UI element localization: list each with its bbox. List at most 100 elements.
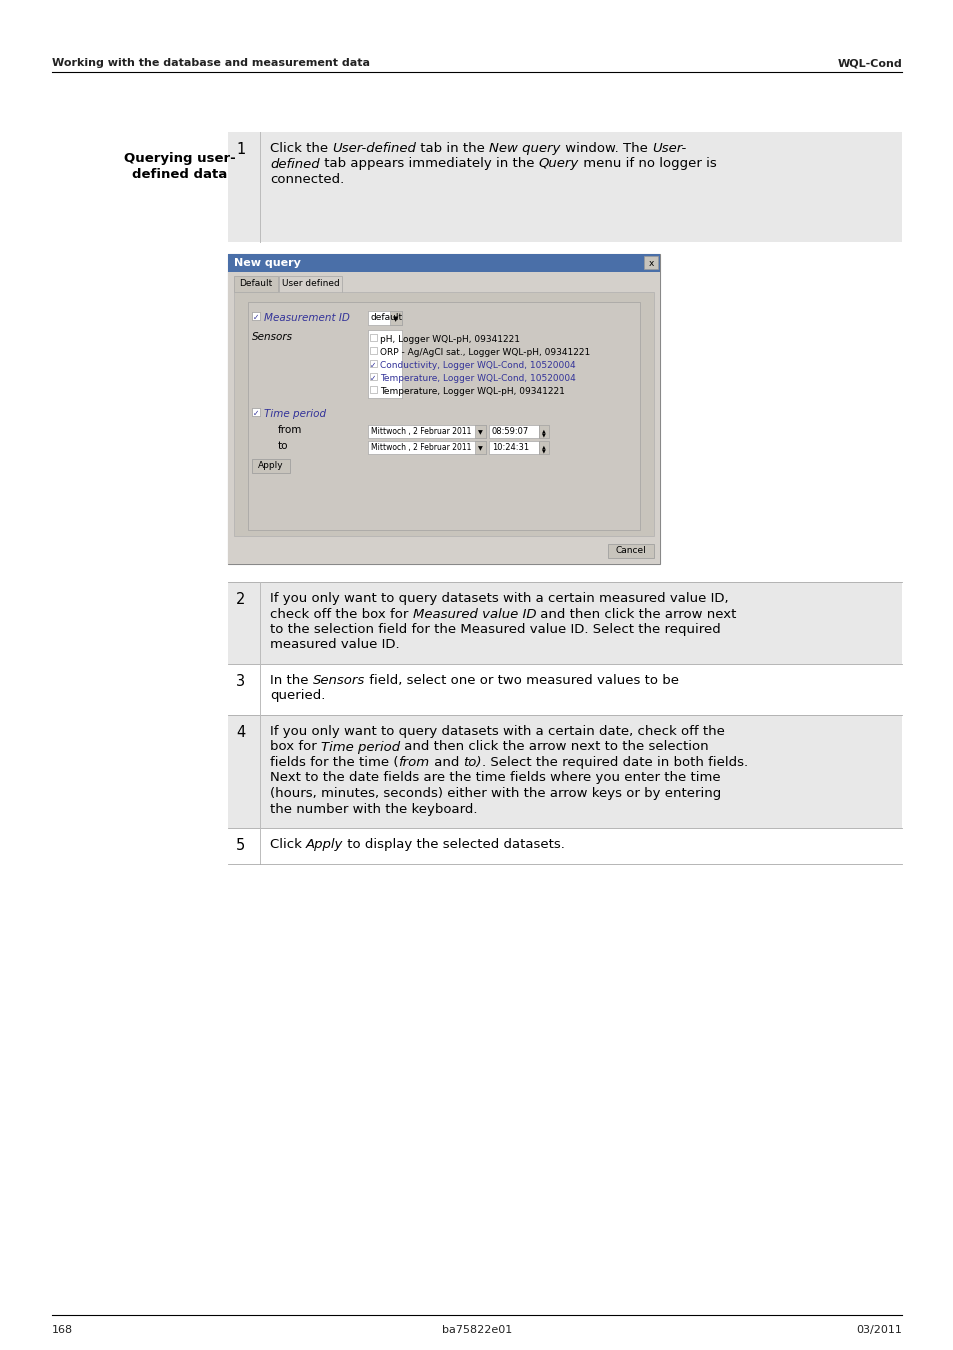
Text: ✓: ✓ (370, 360, 376, 370)
Text: defined: defined (270, 158, 319, 170)
Text: 10:24:31: 10:24:31 (492, 443, 529, 452)
Text: 03/2011: 03/2011 (855, 1324, 901, 1335)
FancyBboxPatch shape (228, 582, 901, 664)
FancyBboxPatch shape (368, 310, 401, 325)
Text: Default: Default (239, 279, 273, 288)
Text: pH, Logger WQL-pH, 09341221: pH, Logger WQL-pH, 09341221 (379, 335, 519, 344)
Text: to display the selected datasets.: to display the selected datasets. (343, 838, 565, 850)
Text: Working with the database and measurement data: Working with the database and measuremen… (52, 58, 370, 68)
Text: ▼: ▼ (477, 446, 482, 451)
FancyBboxPatch shape (248, 302, 639, 531)
FancyBboxPatch shape (370, 347, 376, 354)
Text: tab in the: tab in the (416, 142, 489, 155)
Text: Click the: Click the (270, 142, 332, 155)
Text: (hours, minutes, seconds) either with the arrow keys or by entering: (hours, minutes, seconds) either with th… (270, 787, 720, 801)
Text: User-: User- (651, 142, 685, 155)
FancyBboxPatch shape (252, 459, 290, 472)
Text: ▼: ▼ (393, 316, 398, 323)
FancyBboxPatch shape (228, 254, 659, 271)
Text: Mittwoch , 2 Februar 2011: Mittwoch , 2 Februar 2011 (371, 427, 471, 436)
Text: WQL-Cond: WQL-Cond (837, 58, 901, 68)
Text: Sensors: Sensors (313, 674, 365, 687)
FancyBboxPatch shape (370, 373, 376, 379)
Text: Cancel: Cancel (615, 545, 646, 555)
FancyBboxPatch shape (390, 310, 401, 325)
Text: menu if no logger is: menu if no logger is (578, 158, 716, 170)
Text: and: and (429, 756, 463, 770)
Text: If you only want to query datasets with a certain measured value ID,: If you only want to query datasets with … (270, 593, 728, 605)
Text: from: from (277, 425, 302, 435)
Text: box for: box for (270, 741, 320, 753)
Text: Measurement ID: Measurement ID (264, 313, 350, 323)
Text: to): to) (463, 756, 481, 770)
Text: 168: 168 (52, 1324, 73, 1335)
Text: New query: New query (233, 258, 300, 269)
FancyBboxPatch shape (368, 329, 401, 398)
FancyBboxPatch shape (252, 312, 260, 320)
Text: Time period: Time period (320, 741, 399, 753)
FancyBboxPatch shape (489, 425, 538, 437)
Text: the number with the keyboard.: the number with the keyboard. (270, 802, 477, 815)
Text: defined data: defined data (132, 167, 228, 181)
Text: check off the box for: check off the box for (270, 608, 413, 621)
FancyBboxPatch shape (252, 408, 260, 416)
FancyBboxPatch shape (370, 386, 376, 393)
Text: to the selection field for the Measured value ID. Select the required: to the selection field for the Measured … (270, 622, 720, 636)
Text: ORP - Ag/AgCl sat., Logger WQL-pH, 09341221: ORP - Ag/AgCl sat., Logger WQL-pH, 09341… (379, 348, 590, 356)
Text: Conductivity, Logger WQL-Cond, 10520004: Conductivity, Logger WQL-Cond, 10520004 (379, 360, 575, 370)
Text: Next to the date fields are the time fields where you enter the time: Next to the date fields are the time fie… (270, 771, 720, 784)
Text: window. The: window. The (560, 142, 651, 155)
Text: queried.: queried. (270, 690, 325, 702)
Text: 1: 1 (235, 142, 245, 157)
FancyBboxPatch shape (370, 333, 376, 342)
FancyBboxPatch shape (370, 360, 376, 367)
Text: ▲: ▲ (541, 428, 545, 433)
Text: 4: 4 (235, 725, 245, 740)
Text: Apply: Apply (258, 460, 283, 470)
FancyBboxPatch shape (228, 132, 901, 242)
Text: 3: 3 (235, 674, 245, 688)
FancyBboxPatch shape (278, 275, 341, 294)
FancyBboxPatch shape (607, 544, 654, 558)
Text: User-defined: User-defined (332, 142, 416, 155)
FancyBboxPatch shape (489, 441, 538, 454)
Text: fields for the time (: fields for the time ( (270, 756, 398, 770)
Text: User defined: User defined (281, 279, 339, 288)
FancyBboxPatch shape (228, 271, 659, 564)
FancyBboxPatch shape (228, 716, 901, 828)
FancyBboxPatch shape (368, 441, 485, 454)
Text: Temperature, Logger WQL-Cond, 10520004: Temperature, Logger WQL-Cond, 10520004 (379, 374, 576, 383)
Text: field, select one or two measured values to be: field, select one or two measured values… (365, 674, 679, 687)
Text: Temperature, Logger WQL-pH, 09341221: Temperature, Logger WQL-pH, 09341221 (379, 387, 564, 396)
Text: ▼: ▼ (541, 448, 545, 454)
Text: 08:59:07: 08:59:07 (492, 427, 529, 436)
FancyBboxPatch shape (538, 441, 548, 454)
Text: . Select the required date in both fields.: . Select the required date in both field… (481, 756, 747, 770)
Text: ✓: ✓ (370, 374, 376, 383)
Text: tab appears immediately in the: tab appears immediately in the (319, 158, 537, 170)
Text: ▼: ▼ (477, 431, 482, 435)
FancyBboxPatch shape (475, 425, 485, 437)
Text: Querying user-: Querying user- (124, 153, 235, 165)
Text: and then click the arrow next: and then click the arrow next (536, 608, 736, 621)
FancyBboxPatch shape (233, 292, 654, 536)
Text: If you only want to query datasets with a certain date, check off the: If you only want to query datasets with … (270, 725, 724, 738)
Text: Measured value ID: Measured value ID (413, 608, 536, 621)
Text: Apply: Apply (306, 838, 343, 850)
Text: In the: In the (270, 674, 313, 687)
FancyBboxPatch shape (228, 254, 659, 564)
FancyBboxPatch shape (643, 256, 658, 269)
FancyBboxPatch shape (538, 425, 548, 437)
Text: 2: 2 (235, 593, 245, 608)
Text: Time period: Time period (264, 409, 326, 418)
Text: ba75822e01: ba75822e01 (441, 1324, 512, 1335)
Text: Query: Query (537, 158, 578, 170)
Text: 5: 5 (235, 838, 245, 853)
Text: to: to (277, 441, 288, 451)
Text: and then click the arrow next to the selection: and then click the arrow next to the sel… (399, 741, 708, 753)
Text: New query: New query (489, 142, 560, 155)
Text: from: from (398, 756, 429, 770)
Text: measured value ID.: measured value ID. (270, 639, 399, 652)
Text: ✓: ✓ (253, 313, 259, 323)
Text: Mittwoch , 2 Februar 2011: Mittwoch , 2 Februar 2011 (371, 443, 471, 452)
